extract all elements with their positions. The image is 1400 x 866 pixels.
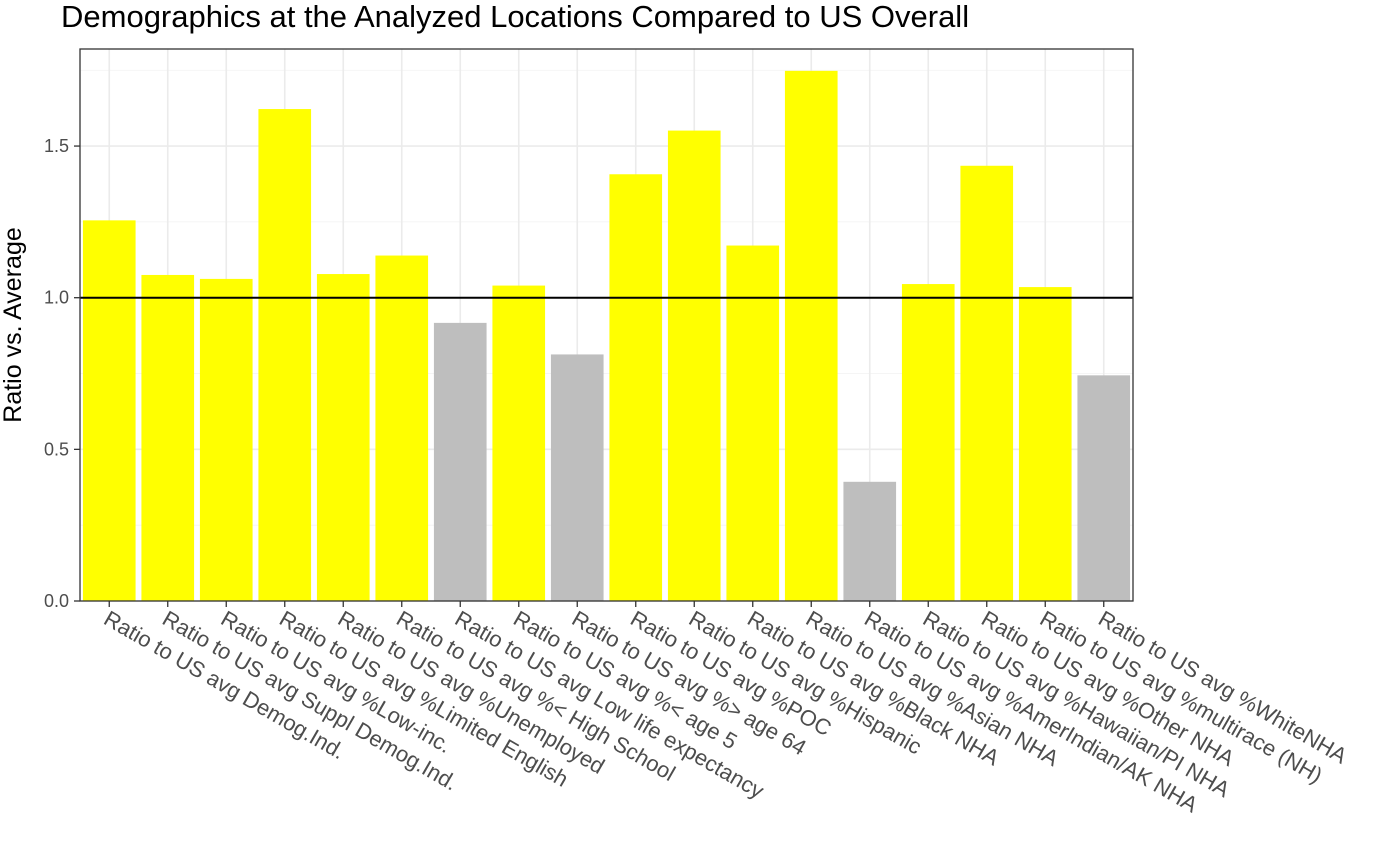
plot-panel-border — [79, 48, 1134, 602]
y-axis-label: Ratio vs. Average — [0, 227, 27, 422]
plot-panel — [80, 49, 1133, 601]
bar — [843, 481, 897, 601]
y-axis: 0.0 0.5 1.0 1.5 — [44, 136, 80, 611]
bar — [492, 285, 546, 601]
bar — [141, 274, 195, 601]
x-axis: Ratio to US avg Demog.Ind.Ratio to US av… — [100, 601, 1352, 818]
y-tick-label: 1.5 — [44, 136, 69, 156]
bar — [82, 220, 136, 601]
bar — [726, 245, 780, 602]
y-tick-label: 1.0 — [44, 288, 69, 308]
bar — [316, 274, 370, 601]
bar — [1077, 375, 1131, 601]
bar — [433, 322, 487, 601]
bar — [1018, 287, 1072, 601]
bar — [199, 278, 253, 601]
y-tick-label: 0.5 — [44, 439, 69, 459]
bar — [258, 109, 312, 602]
bar — [550, 354, 604, 601]
y-tick-label: 0.0 — [44, 591, 69, 611]
chart-title: Demographics at the Analyzed Locations C… — [61, 0, 969, 34]
bars — [82, 70, 1131, 602]
bar — [960, 165, 1014, 601]
bar — [609, 174, 663, 601]
bar — [375, 255, 429, 602]
bar — [901, 284, 955, 601]
bar — [784, 70, 838, 602]
bar — [667, 130, 721, 602]
